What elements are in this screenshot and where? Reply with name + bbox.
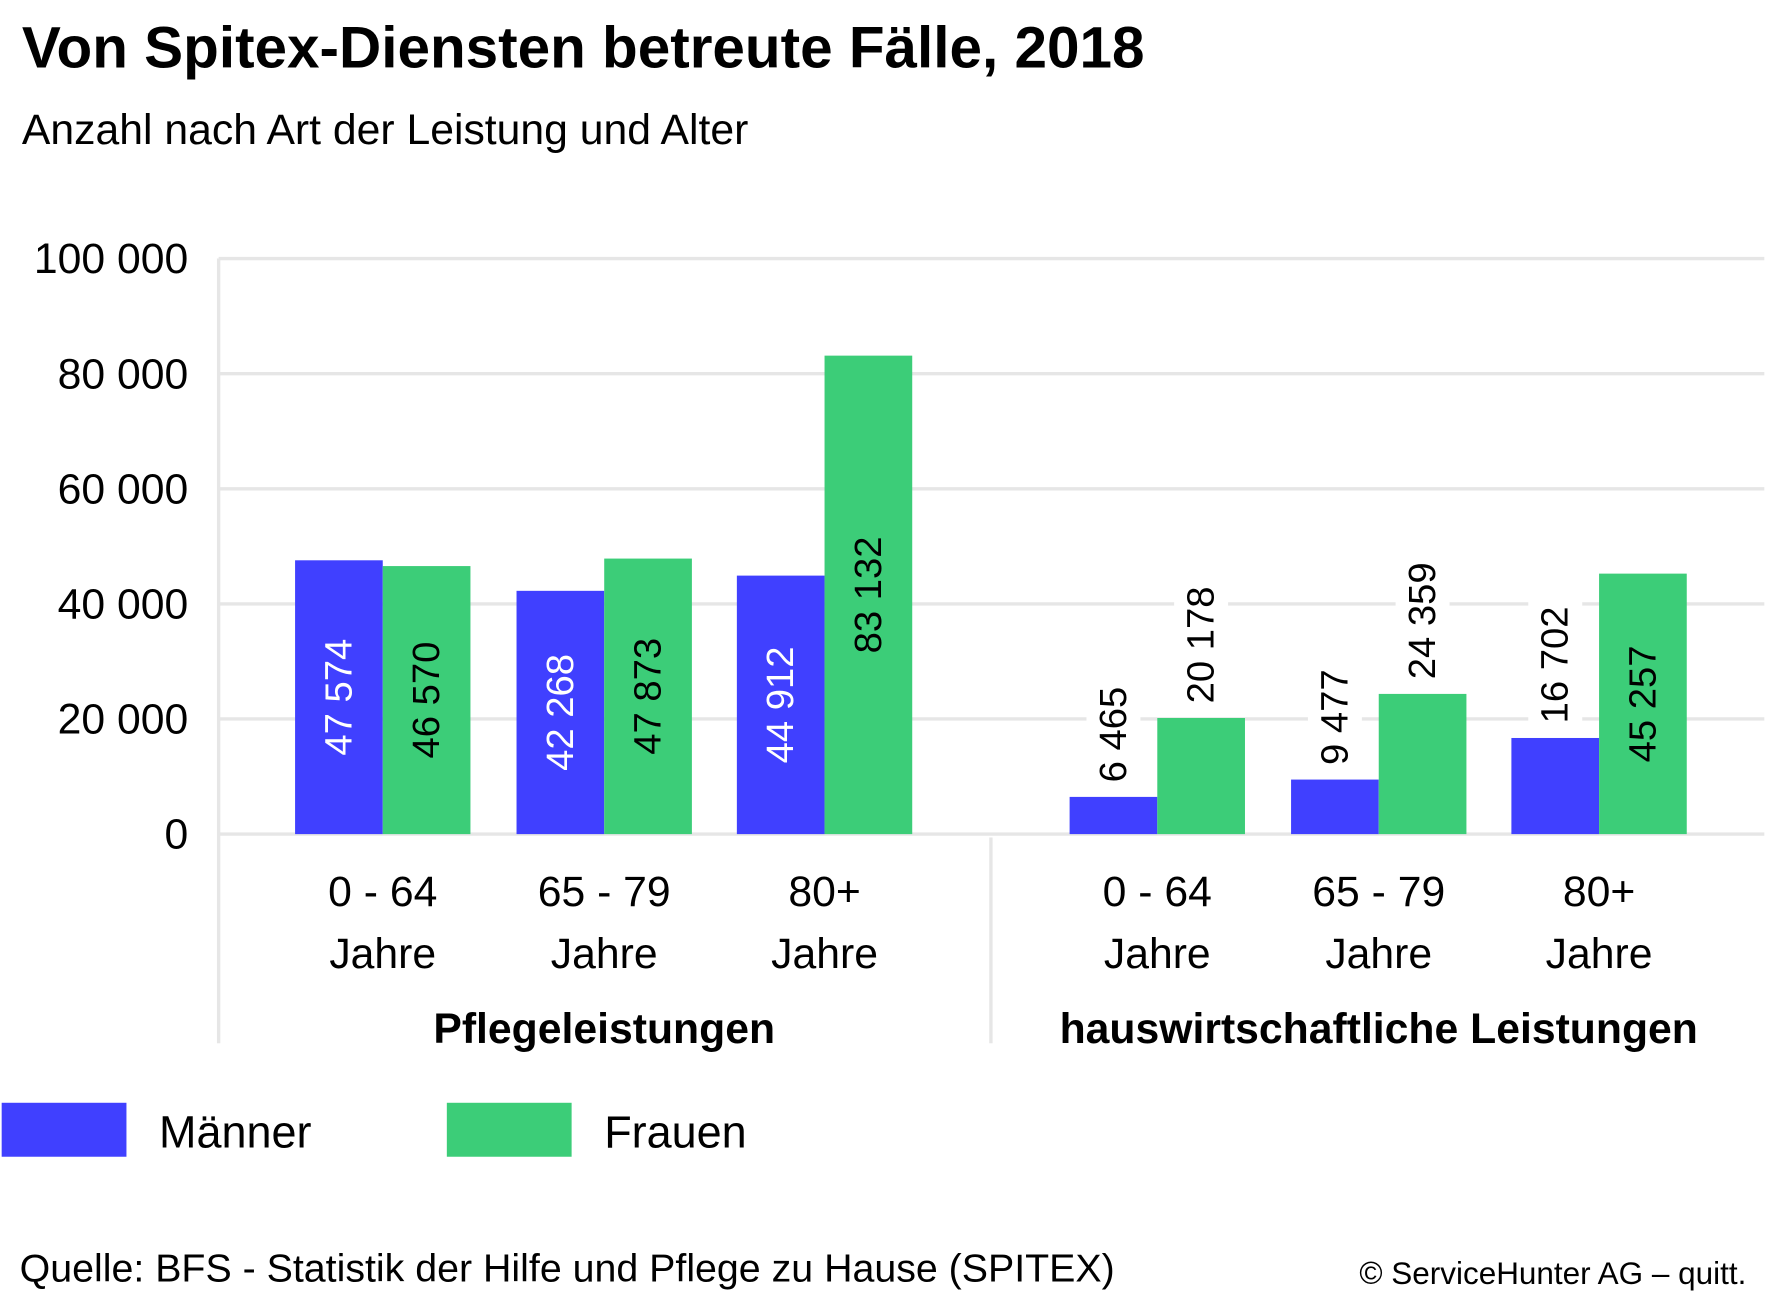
x-tick-label: Jahre: [1546, 930, 1653, 978]
data-label: 16 702: [1534, 606, 1577, 723]
bar-frauen: [604, 558, 692, 835]
y-tick-label: 100 000: [34, 235, 188, 283]
bar-maenner: [516, 590, 605, 835]
legend-label: Männer: [159, 1107, 311, 1158]
x-tick-label: Jahre: [551, 930, 658, 978]
credit-note: © ServiceHunter AG – quitt.: [1359, 1256, 1746, 1291]
x-tick-label: 0 - 64: [328, 868, 437, 916]
legend-swatch: [1, 1102, 127, 1157]
data-label: 45 257: [1621, 645, 1664, 762]
chart-title: Von Spitex-Diensten betreute Fälle, 2018: [22, 15, 1145, 80]
y-tick-label: 20 000: [58, 696, 189, 744]
gridlines: 0 20 000 40 000 60 000 80 000 100 000: [34, 235, 1765, 1044]
x-tick-label: 0 - 64: [1103, 868, 1212, 916]
data-label: 42 268: [539, 654, 582, 771]
y-tick-label: 60 000: [58, 465, 189, 513]
label-background: [1528, 594, 1583, 736]
x-tick-label: 65 - 79: [1312, 868, 1445, 916]
x-tick-label: Jahre: [1104, 930, 1211, 978]
data-label: 47 873: [627, 638, 670, 755]
bar-maenner: [1291, 779, 1379, 835]
x-tick-label: Jahre: [329, 930, 436, 978]
y-tick-label: 0: [165, 811, 189, 859]
data-label: 9 477: [1313, 669, 1356, 765]
bar-maenner: [736, 575, 825, 835]
source-note: Quelle: BFS - Statistik der Hilfe und Pf…: [20, 1247, 1115, 1291]
data-label: 20 178: [1180, 586, 1223, 703]
data-label: 83 132: [847, 536, 890, 653]
legend-label: Frauen: [604, 1107, 746, 1158]
bar-maenner: [295, 560, 383, 835]
data-label: 24 359: [1401, 562, 1444, 679]
bar-frauen: [824, 355, 913, 835]
data-labels: Pflegeleistungen 0 - 64 Jahre 65 - 79 Jahre 8…: [1, 536, 1698, 1158]
bar-maenner: [1069, 796, 1158, 835]
bar-frauen: [1378, 693, 1467, 835]
label-background: [1086, 674, 1141, 795]
bar-frauen: [382, 566, 471, 835]
data-label: 6 465: [1092, 687, 1135, 783]
group-label: Pflegeleistungen: [433, 1005, 775, 1053]
bar-maenner: [1511, 737, 1600, 835]
x-tick-label: 65 - 79: [538, 868, 671, 916]
y-tick-label: 40 000: [58, 581, 189, 629]
legend-swatch: [446, 1102, 572, 1157]
bars: [295, 355, 1687, 835]
x-tick-label: 80+: [1563, 868, 1635, 916]
label-background: [1174, 574, 1229, 716]
data-label: 46 570: [405, 642, 448, 759]
chart-subtitle: Anzahl nach Art der Leistung und Alter: [22, 106, 748, 154]
group-label: hauswirtschaftliche Leistungen: [1060, 1005, 1698, 1053]
data-label: 44 912: [759, 646, 802, 763]
label-background: [1307, 657, 1362, 778]
label-background: [1395, 550, 1450, 692]
x-tick-label: Jahre: [771, 930, 878, 978]
data-label: 47 574: [317, 639, 360, 756]
y-tick-label: 80 000: [58, 350, 189, 398]
x-tick-label: Jahre: [1325, 930, 1432, 978]
bar-frauen: [1157, 717, 1245, 835]
x-tick-label: 80+: [788, 868, 860, 916]
bar-frauen: [1599, 573, 1687, 835]
